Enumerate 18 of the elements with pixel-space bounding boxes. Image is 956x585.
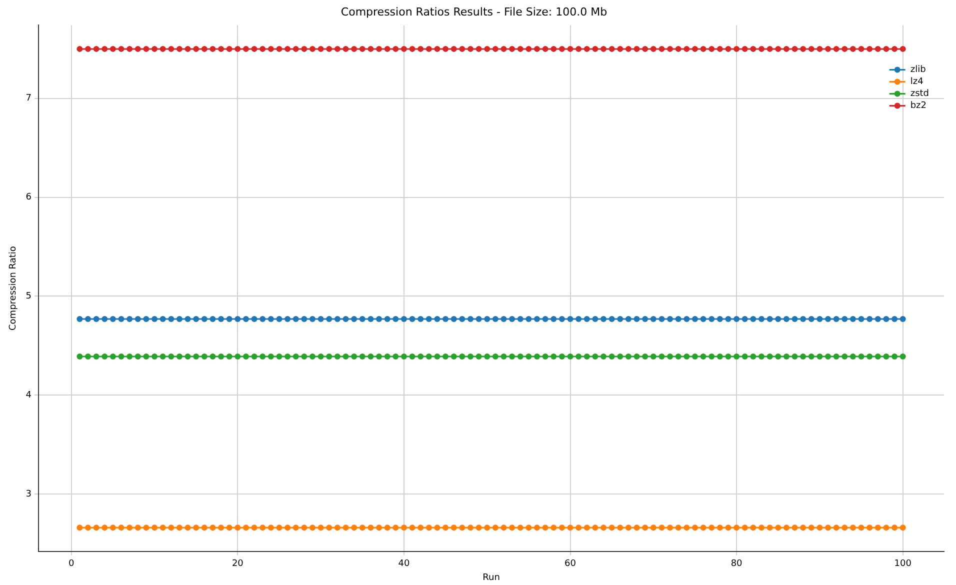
x-tick-label: 40: [398, 559, 410, 570]
x-tick-label: 0: [68, 559, 74, 570]
x-tick-label: 20: [232, 559, 244, 570]
y-tick-label: 4: [26, 390, 32, 400]
legend-label: lz4: [910, 77, 924, 88]
x-tick-label: 80: [730, 559, 743, 570]
legend-label: bz2: [910, 101, 927, 112]
y-tick-label: 5: [26, 292, 32, 302]
chart-title: Compression Ratios Results - File Size: 100.0 Mb: [340, 5, 608, 18]
x-tick-label: 60: [564, 559, 576, 570]
x-axis-title: Run: [482, 572, 500, 583]
y-tick-label: 6: [26, 192, 32, 203]
legend-label: zlib: [910, 65, 926, 76]
x-tick-label: 100: [894, 559, 912, 570]
y-tick-label: 7: [26, 94, 32, 104]
y-axis-title: Compression Ratio: [8, 246, 19, 330]
legend-label: zstd: [910, 89, 929, 100]
y-tick-label: 3: [26, 489, 32, 500]
